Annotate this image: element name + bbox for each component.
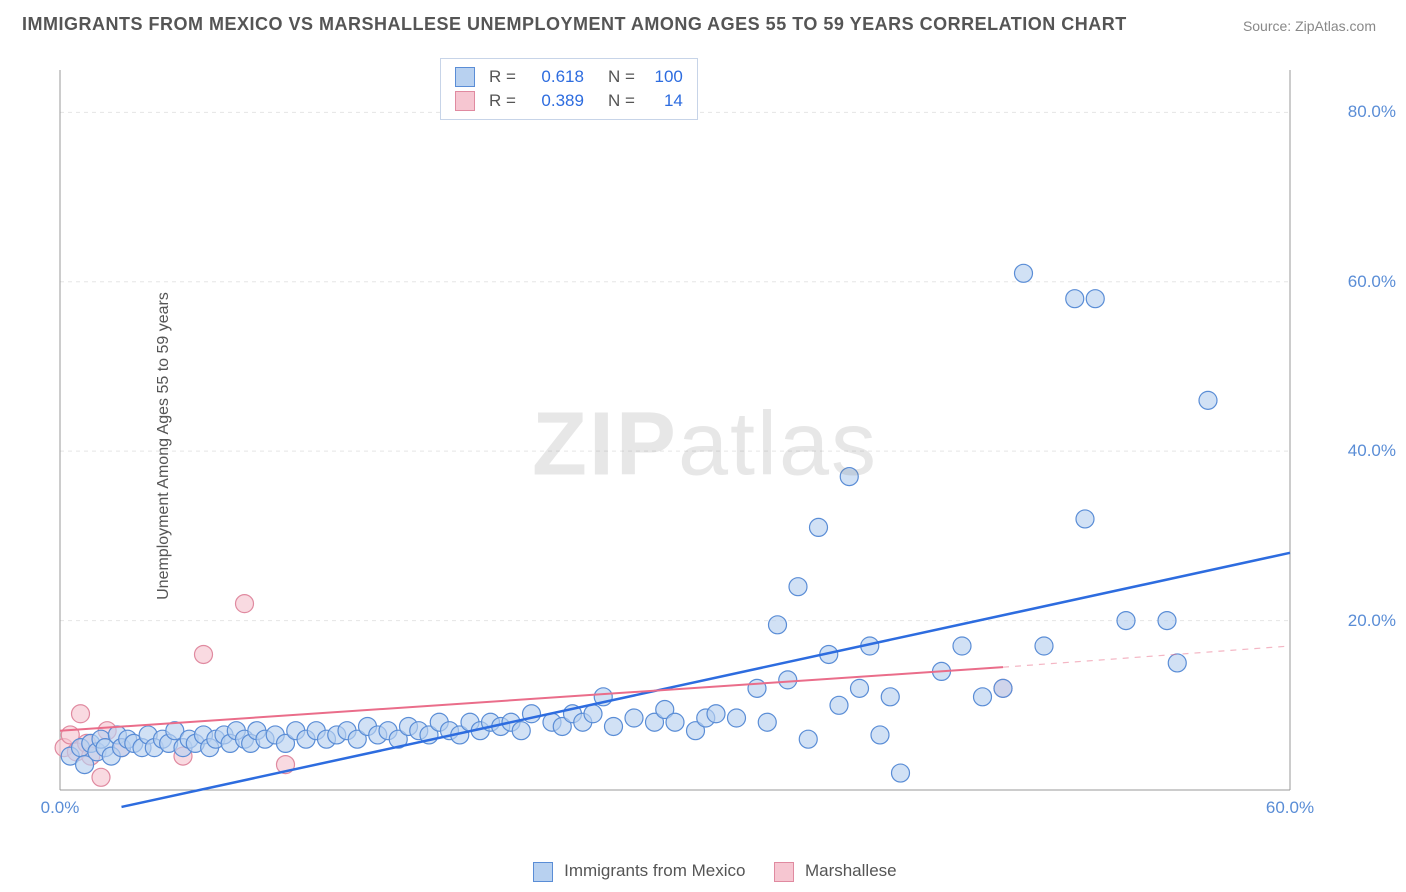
stats-row-marshallese: R = 0.389 N = 14 xyxy=(455,89,683,113)
swatch-marshallese xyxy=(455,91,475,111)
n-value-marshallese: 14 xyxy=(645,89,683,113)
n-label: N = xyxy=(608,65,635,89)
y-tick-label: 40.0% xyxy=(1348,441,1396,461)
source-attribution: Source: ZipAtlas.com xyxy=(1243,18,1376,34)
r-label: R = xyxy=(489,65,516,89)
x-tick-label: 60.0% xyxy=(1266,798,1314,818)
legend-swatch-marshallese xyxy=(774,862,794,882)
legend-label-marshallese: Marshallese xyxy=(805,861,897,880)
legend-label-mexico: Immigrants from Mexico xyxy=(564,861,745,880)
r-value-marshallese: 0.389 xyxy=(526,89,584,113)
x-tick-label: 0.0% xyxy=(41,798,80,818)
r-value-mexico: 0.618 xyxy=(526,65,584,89)
series-legend: Immigrants from Mexico Marshallese xyxy=(0,861,1406,882)
plot-area: ZIPatlas xyxy=(50,60,1360,830)
y-tick-label: 80.0% xyxy=(1348,102,1396,122)
stats-row-mexico: R = 0.618 N = 100 xyxy=(455,65,683,89)
legend-swatch-mexico xyxy=(533,862,553,882)
r-label: R = xyxy=(489,89,516,113)
n-label: N = xyxy=(608,89,635,113)
scatter-chart xyxy=(50,60,1360,830)
n-value-mexico: 100 xyxy=(645,65,683,89)
y-tick-label: 20.0% xyxy=(1348,611,1396,631)
stats-legend: R = 0.618 N = 100 R = 0.389 N = 14 xyxy=(440,58,698,120)
chart-title: IMMIGRANTS FROM MEXICO VS MARSHALLESE UN… xyxy=(22,14,1127,35)
swatch-mexico xyxy=(455,67,475,87)
y-tick-label: 60.0% xyxy=(1348,272,1396,292)
